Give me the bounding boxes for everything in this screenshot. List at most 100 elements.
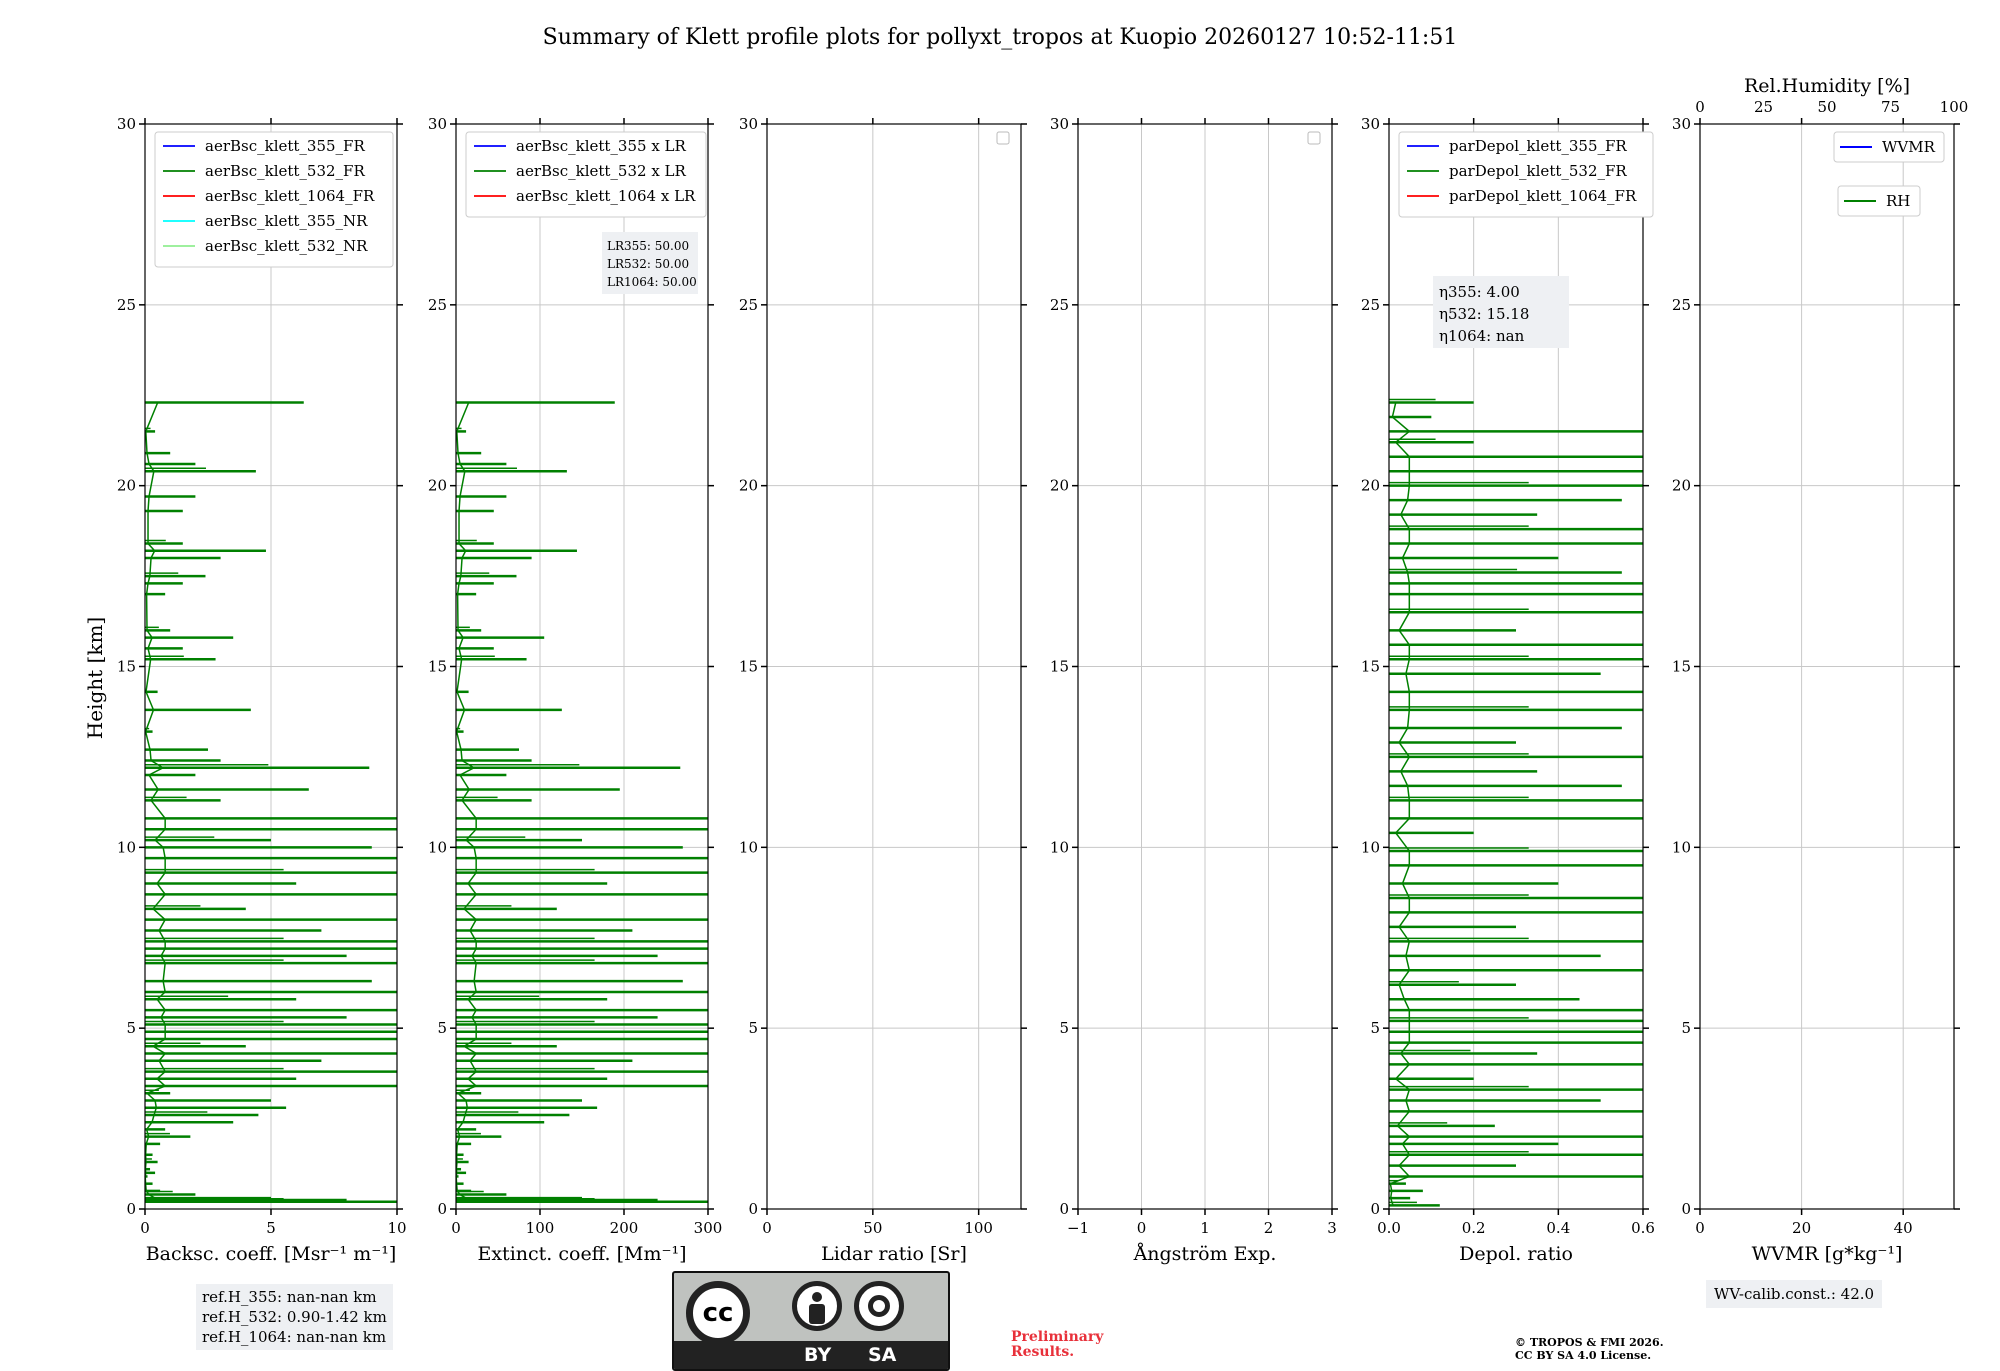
x-tick-label: 0.6 xyxy=(1631,1219,1655,1237)
x2-tick-label: 0 xyxy=(1695,98,1705,116)
legend-label: RH xyxy=(1886,192,1910,210)
y-tick-label: 5 xyxy=(748,1019,758,1037)
y-tick-label: 15 xyxy=(117,658,136,676)
x-tick-label: 0 xyxy=(762,1219,772,1237)
x-tick-label: 20 xyxy=(1792,1219,1811,1237)
lr-annotation-line: LR532: 50.00 xyxy=(607,257,689,271)
wv-calibration-constant: WV-calib.const.: 42.0 xyxy=(1714,1285,1875,1303)
lr-annotation-line: LR1064: 50.00 xyxy=(607,275,697,289)
copyright-note: © TROPOS & FMI 2026. CC BY SA 4.0 Licens… xyxy=(1515,1336,1664,1362)
ref-height-355: ref.H_355: nan-nan km xyxy=(202,1288,377,1306)
x-tick-label: 50 xyxy=(863,1219,882,1237)
share-alike-icon xyxy=(854,1281,904,1331)
x2-tick-label: 25 xyxy=(1754,98,1773,116)
eta-annotation-line: η355: 4.00 xyxy=(1439,283,1520,301)
lr-annotation-box xyxy=(602,232,698,294)
y-tick-label: 10 xyxy=(117,838,136,856)
lr-annotation-line: LR355: 50.00 xyxy=(607,239,689,253)
y-tick-label: 5 xyxy=(437,1019,447,1037)
y-tick-label: 20 xyxy=(1050,477,1069,495)
cc-logo-icon: cc xyxy=(686,1281,750,1345)
preliminary-line-1: Preliminary xyxy=(1011,1329,1104,1345)
profile-line xyxy=(455,402,478,1203)
copyright-line-2: CC BY SA 4.0 License. xyxy=(1515,1349,1652,1362)
eta-annotation-box xyxy=(1433,276,1569,348)
x-tick-label: 2 xyxy=(1264,1219,1274,1237)
x-tick-label: 200 xyxy=(610,1219,639,1237)
legend-label: aerBsc_klett_532 x LR xyxy=(516,162,687,180)
y-tick-label: 0 xyxy=(748,1200,758,1218)
legend-label: aerBsc_klett_355 x LR xyxy=(516,137,687,155)
y-tick-label: 5 xyxy=(1681,1019,1691,1037)
x-tick-label: 40 xyxy=(1894,1219,1913,1237)
x-axis-label: Depol. ratio xyxy=(1459,1243,1573,1265)
y-tick-label: 5 xyxy=(126,1019,136,1037)
legend-label: WVMR xyxy=(1882,138,1936,156)
y-tick-label: 25 xyxy=(739,296,758,314)
empty-legend-box xyxy=(996,131,1010,145)
x-axis-label: Extinct. coeff. [Mm⁻¹] xyxy=(477,1243,686,1265)
cc-logo-text: cc xyxy=(702,1298,734,1328)
ref-height-532: ref.H_532: 0.90-1.42 km xyxy=(202,1308,387,1326)
legend-label: aerBsc_klett_532_NR xyxy=(205,237,368,255)
y-tick-label: 25 xyxy=(1361,296,1380,314)
legend-label: aerBsc_klett_1064 x LR xyxy=(516,187,696,205)
x-tick-label: 0 xyxy=(140,1219,150,1237)
x-tick-label: 0.4 xyxy=(1546,1219,1570,1237)
x-tick-label: 10 xyxy=(387,1219,406,1237)
y-tick-label: 20 xyxy=(117,477,136,495)
y-tick-label: 0 xyxy=(1681,1200,1691,1218)
wv-calibration-box: WV-calib.const.: 42.0 xyxy=(1706,1280,1883,1308)
legend-box xyxy=(1833,131,1945,163)
figure-title: Summary of Klett profile plots for polly… xyxy=(543,25,1458,50)
y-tick-label: 20 xyxy=(1361,477,1380,495)
x-tick-label: 100 xyxy=(526,1219,555,1237)
y-tick-label: 15 xyxy=(739,658,758,676)
y-tick-label: 30 xyxy=(117,115,136,133)
x2-tick-label: 50 xyxy=(1817,98,1836,116)
x2-axis-label: Rel.Humidity [%] xyxy=(1744,75,1910,97)
legend-label: aerBsc_klett_355_FR xyxy=(205,137,365,155)
x-tick-label: 0 xyxy=(1137,1219,1147,1237)
license-bar: BY SA xyxy=(674,1341,948,1369)
x-tick-label: 0.0 xyxy=(1377,1219,1401,1237)
y-tick-label: 0 xyxy=(126,1200,136,1218)
legend-box xyxy=(154,131,394,268)
y-tick-label: 30 xyxy=(1672,115,1691,133)
profile-line xyxy=(1389,402,1411,1206)
profile-line xyxy=(144,402,167,1203)
x2-tick-label: 75 xyxy=(1881,98,1900,116)
y-tick-label: 15 xyxy=(1361,658,1380,676)
x-axis-label: Ångström Exp. xyxy=(1133,1243,1277,1265)
ref-height-1064: ref.H_1064: nan-nan km xyxy=(202,1328,387,1346)
preliminary-results-note: Preliminary Results. xyxy=(1011,1330,1103,1360)
y-tick-label: 5 xyxy=(1370,1019,1380,1037)
x-tick-label: −1 xyxy=(1067,1219,1089,1237)
y-tick-label: 10 xyxy=(739,838,758,856)
legend-label: aerBsc_klett_532_FR xyxy=(205,162,365,180)
x-tick-label: 0 xyxy=(451,1219,461,1237)
panel-backscatter: 0 5 10 15 20 25 30 0 5 10 Backsc. coeff. [Msr⁻¹ m⁻… xyxy=(117,115,407,1265)
x-tick-label: 100 xyxy=(964,1219,993,1237)
x2-tick-label: 100 xyxy=(1940,98,1969,116)
legend-box xyxy=(1398,131,1654,218)
reference-height-box: ref.H_355: nan-nan km ref.H_532: 0.90-1.… xyxy=(196,1284,393,1350)
panel-lidar-ratio: 0 5 10 15 20 25 30 0 50 100 Lidar ratio [Sr] xyxy=(739,115,1027,1265)
legend-box xyxy=(1837,185,1921,217)
y-tick-label: 30 xyxy=(428,115,447,133)
x-tick-label: 0 xyxy=(1695,1219,1705,1237)
legend-label: parDepol_klett_532_FR xyxy=(1449,162,1627,180)
y-tick-label: 30 xyxy=(1361,115,1380,133)
y-tick-label: 10 xyxy=(428,838,447,856)
y-tick-label: 15 xyxy=(428,658,447,676)
legend-box xyxy=(465,131,707,218)
x-axis-label: Lidar ratio [Sr] xyxy=(821,1243,967,1265)
legend-label: aerBsc_klett_1064_FR xyxy=(205,187,375,205)
x-tick-label: 5 xyxy=(266,1219,276,1237)
y-tick-label: 20 xyxy=(1672,477,1691,495)
x-tick-label: 0.2 xyxy=(1462,1219,1486,1237)
